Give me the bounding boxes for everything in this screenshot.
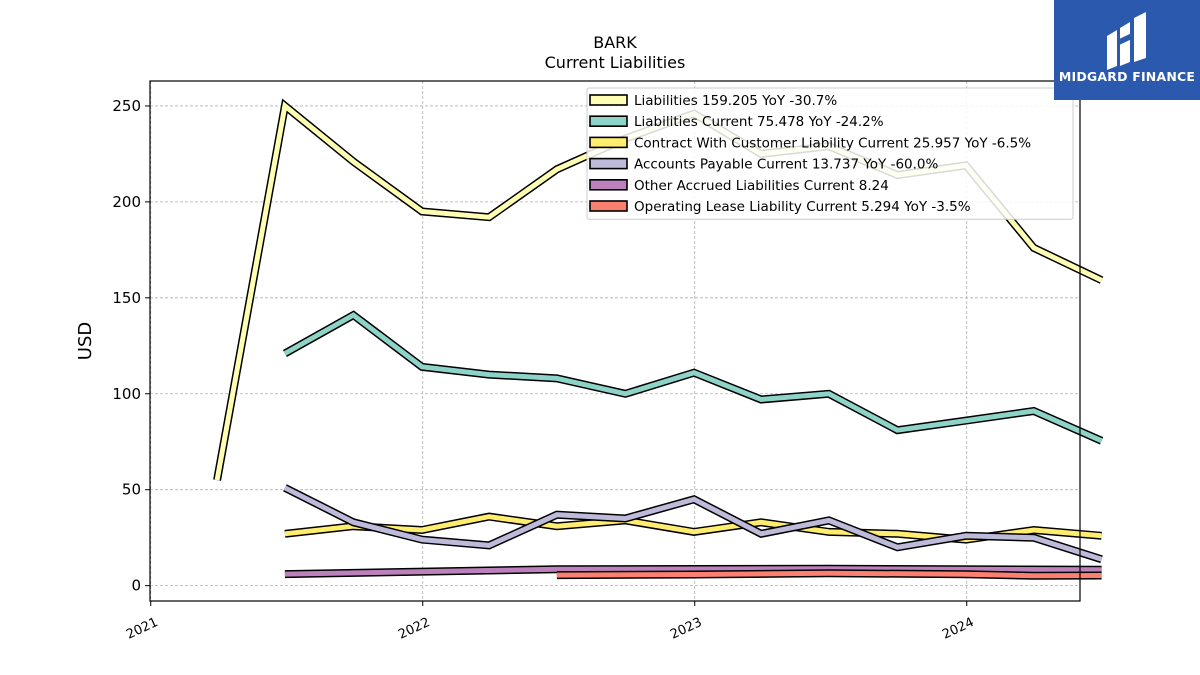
y-tick-label: 150 xyxy=(112,289,141,307)
series-outline-liabilities-current xyxy=(282,310,1104,445)
legend-swatch xyxy=(589,157,628,170)
x-tick-label: 2021 xyxy=(124,615,160,643)
legend-label: Liabilities 159.205 YoY -30.7% xyxy=(634,93,837,109)
legend-swatch xyxy=(589,136,628,149)
x-tick-label: 2024 xyxy=(940,615,976,643)
legend: Liabilities 159.205 YoY -30.7% Liabilitie… xyxy=(586,87,1074,220)
series-line-liabilities-current xyxy=(283,312,1103,444)
plot-frame xyxy=(149,80,1081,602)
legend-label: Other Accrued Liabilities Current 8.24 xyxy=(634,178,889,194)
brand-name: MIDGARD FINANCE xyxy=(1058,69,1196,84)
legend-swatch xyxy=(589,179,628,191)
legend-label: Contract With Customer Liability Current… xyxy=(634,135,1031,151)
legend-swatch xyxy=(589,94,628,106)
legend-label: Liabilities Current 75.478 YoY -24.2% xyxy=(634,114,884,130)
legend-swatch xyxy=(589,200,628,212)
y-tick-label: 200 xyxy=(112,193,141,211)
legend-label: Operating Lease Liability Current 5.294 … xyxy=(634,199,971,215)
y-tick-label: 100 xyxy=(112,385,141,403)
y-axis-label: USD xyxy=(75,322,96,360)
series-line-other-accrued-liabilities-current xyxy=(284,566,1102,577)
y-tick-label: 0 xyxy=(131,577,141,595)
legend-swatch xyxy=(589,115,628,127)
chart-subtitle: Current Liabilities xyxy=(545,53,686,72)
y-tick-label: 250 xyxy=(112,97,141,115)
series-line-operating-lease-liability-current xyxy=(556,570,1102,579)
chart-title: BARK xyxy=(593,33,637,52)
brand-logo: MIDGARD FINANCE xyxy=(1054,0,1200,100)
legend-label: Accounts Payable Current 13.737 YoY -60.… xyxy=(634,157,939,173)
series-line-accounts-payable-current xyxy=(283,485,1103,562)
midgard-logo-icon xyxy=(1107,12,1146,70)
legend-box xyxy=(586,87,1074,220)
y-tick-label: 50 xyxy=(122,481,141,499)
x-tick-label: 2023 xyxy=(668,615,704,643)
x-tick-label: 2022 xyxy=(396,615,432,643)
